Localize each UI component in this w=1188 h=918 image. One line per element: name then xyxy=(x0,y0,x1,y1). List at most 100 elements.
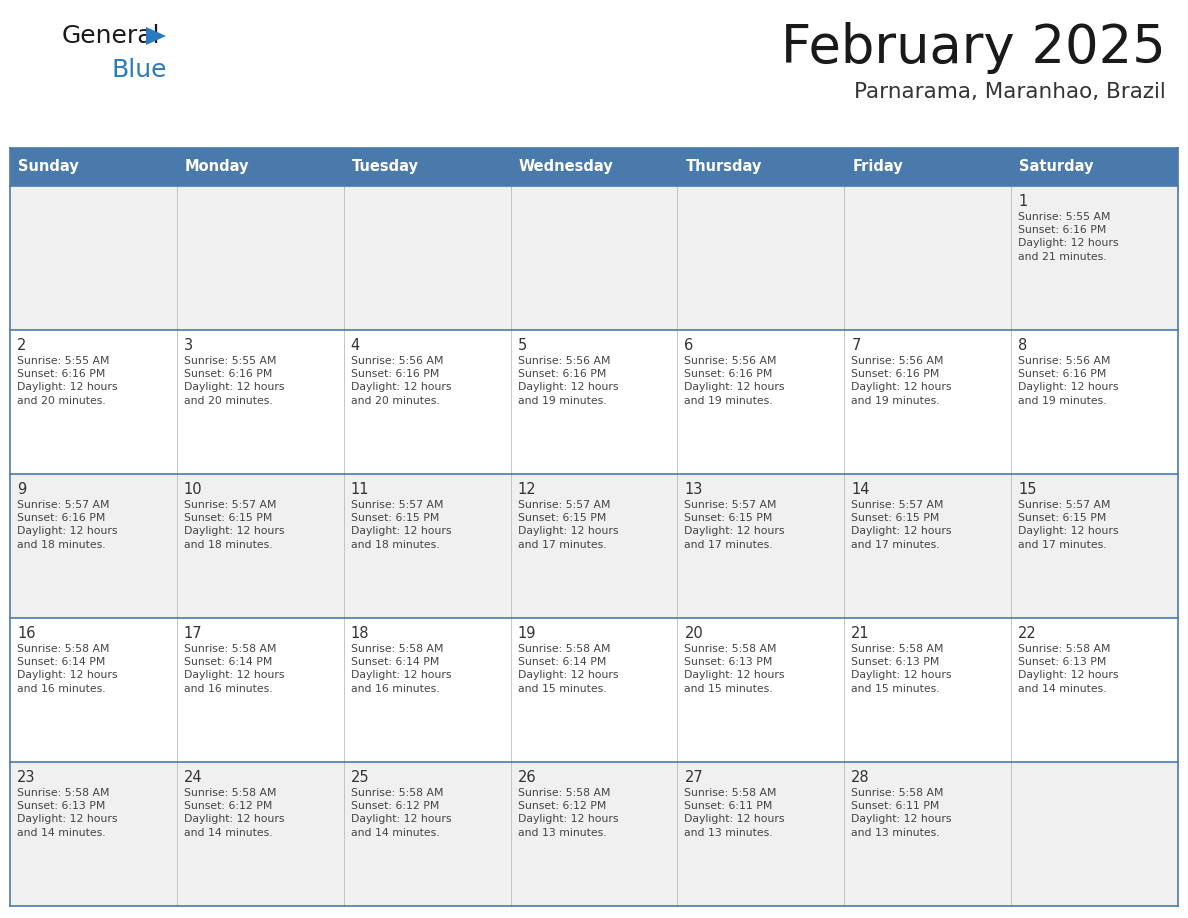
Text: Sunrise: 5:56 AM
Sunset: 6:16 PM
Daylight: 12 hours
and 19 minutes.: Sunrise: 5:56 AM Sunset: 6:16 PM Dayligh… xyxy=(684,356,785,406)
Text: Sunrise: 5:58 AM
Sunset: 6:12 PM
Daylight: 12 hours
and 13 minutes.: Sunrise: 5:58 AM Sunset: 6:12 PM Dayligh… xyxy=(518,788,618,837)
Bar xyxy=(343,330,511,474)
Text: Sunrise: 5:57 AM
Sunset: 6:16 PM
Daylight: 12 hours
and 18 minutes.: Sunrise: 5:57 AM Sunset: 6:16 PM Dayligh… xyxy=(17,500,118,550)
Text: 19: 19 xyxy=(518,626,536,641)
Text: Sunrise: 5:57 AM
Sunset: 6:15 PM
Daylight: 12 hours
and 18 minutes.: Sunrise: 5:57 AM Sunset: 6:15 PM Dayligh… xyxy=(184,500,284,550)
Text: Sunrise: 5:58 AM
Sunset: 6:14 PM
Daylight: 12 hours
and 16 minutes.: Sunrise: 5:58 AM Sunset: 6:14 PM Dayligh… xyxy=(350,644,451,694)
Bar xyxy=(677,330,845,474)
Bar xyxy=(511,474,677,618)
Bar xyxy=(10,762,177,906)
Text: Sunrise: 5:58 AM
Sunset: 6:13 PM
Daylight: 12 hours
and 14 minutes.: Sunrise: 5:58 AM Sunset: 6:13 PM Dayligh… xyxy=(1018,644,1119,694)
Text: Tuesday: Tuesday xyxy=(352,160,418,174)
Bar xyxy=(677,186,845,330)
Text: Saturday: Saturday xyxy=(1019,160,1094,174)
Text: 1: 1 xyxy=(1018,194,1028,209)
Bar xyxy=(677,148,845,186)
Text: Sunrise: 5:58 AM
Sunset: 6:14 PM
Daylight: 12 hours
and 16 minutes.: Sunrise: 5:58 AM Sunset: 6:14 PM Dayligh… xyxy=(184,644,284,694)
Text: General: General xyxy=(62,24,160,48)
Text: February 2025: February 2025 xyxy=(782,22,1165,74)
Text: Monday: Monday xyxy=(185,160,249,174)
Bar xyxy=(177,330,343,474)
Bar xyxy=(177,186,343,330)
Bar xyxy=(343,186,511,330)
Text: Sunrise: 5:58 AM
Sunset: 6:14 PM
Daylight: 12 hours
and 16 minutes.: Sunrise: 5:58 AM Sunset: 6:14 PM Dayligh… xyxy=(17,644,118,694)
Text: 22: 22 xyxy=(1018,626,1037,641)
Text: 17: 17 xyxy=(184,626,202,641)
Text: 25: 25 xyxy=(350,770,369,785)
Text: Sunrise: 5:55 AM
Sunset: 6:16 PM
Daylight: 12 hours
and 20 minutes.: Sunrise: 5:55 AM Sunset: 6:16 PM Dayligh… xyxy=(17,356,118,406)
Text: Friday: Friday xyxy=(852,160,903,174)
Bar xyxy=(177,148,343,186)
Text: 21: 21 xyxy=(852,626,870,641)
Text: Sunrise: 5:58 AM
Sunset: 6:13 PM
Daylight: 12 hours
and 14 minutes.: Sunrise: 5:58 AM Sunset: 6:13 PM Dayligh… xyxy=(17,788,118,837)
Bar xyxy=(677,618,845,762)
Text: 9: 9 xyxy=(17,482,26,497)
Text: Sunrise: 5:55 AM
Sunset: 6:16 PM
Daylight: 12 hours
and 20 minutes.: Sunrise: 5:55 AM Sunset: 6:16 PM Dayligh… xyxy=(184,356,284,406)
Text: 16: 16 xyxy=(17,626,36,641)
Text: 6: 6 xyxy=(684,338,694,353)
Bar xyxy=(845,762,1011,906)
Text: Sunrise: 5:56 AM
Sunset: 6:16 PM
Daylight: 12 hours
and 19 minutes.: Sunrise: 5:56 AM Sunset: 6:16 PM Dayligh… xyxy=(1018,356,1119,406)
Text: 7: 7 xyxy=(852,338,860,353)
Text: 24: 24 xyxy=(184,770,202,785)
Bar xyxy=(845,148,1011,186)
Bar xyxy=(343,762,511,906)
Polygon shape xyxy=(146,27,166,45)
Text: Sunrise: 5:58 AM
Sunset: 6:12 PM
Daylight: 12 hours
and 14 minutes.: Sunrise: 5:58 AM Sunset: 6:12 PM Dayligh… xyxy=(184,788,284,837)
Text: Sunrise: 5:58 AM
Sunset: 6:11 PM
Daylight: 12 hours
and 13 minutes.: Sunrise: 5:58 AM Sunset: 6:11 PM Dayligh… xyxy=(852,788,952,837)
Bar xyxy=(1011,330,1178,474)
Bar xyxy=(343,474,511,618)
Text: 2: 2 xyxy=(17,338,26,353)
Bar xyxy=(343,618,511,762)
Text: 23: 23 xyxy=(17,770,36,785)
Text: 27: 27 xyxy=(684,770,703,785)
Bar xyxy=(511,186,677,330)
Bar xyxy=(511,762,677,906)
Text: 26: 26 xyxy=(518,770,536,785)
Bar xyxy=(511,148,677,186)
Bar xyxy=(1011,148,1178,186)
Text: 8: 8 xyxy=(1018,338,1028,353)
Bar xyxy=(10,148,177,186)
Bar xyxy=(677,474,845,618)
Text: 12: 12 xyxy=(518,482,536,497)
Bar xyxy=(845,618,1011,762)
Bar xyxy=(845,330,1011,474)
Text: 5: 5 xyxy=(518,338,526,353)
Bar xyxy=(1011,762,1178,906)
Bar xyxy=(511,330,677,474)
Text: Sunrise: 5:55 AM
Sunset: 6:16 PM
Daylight: 12 hours
and 21 minutes.: Sunrise: 5:55 AM Sunset: 6:16 PM Dayligh… xyxy=(1018,212,1119,262)
Text: 13: 13 xyxy=(684,482,703,497)
Text: Sunday: Sunday xyxy=(18,160,78,174)
Text: Sunrise: 5:58 AM
Sunset: 6:13 PM
Daylight: 12 hours
and 15 minutes.: Sunrise: 5:58 AM Sunset: 6:13 PM Dayligh… xyxy=(684,644,785,694)
Text: Sunrise: 5:58 AM
Sunset: 6:12 PM
Daylight: 12 hours
and 14 minutes.: Sunrise: 5:58 AM Sunset: 6:12 PM Dayligh… xyxy=(350,788,451,837)
Text: 3: 3 xyxy=(184,338,192,353)
Text: Sunrise: 5:57 AM
Sunset: 6:15 PM
Daylight: 12 hours
and 17 minutes.: Sunrise: 5:57 AM Sunset: 6:15 PM Dayligh… xyxy=(1018,500,1119,550)
Text: Sunrise: 5:58 AM
Sunset: 6:11 PM
Daylight: 12 hours
and 13 minutes.: Sunrise: 5:58 AM Sunset: 6:11 PM Dayligh… xyxy=(684,788,785,837)
Bar xyxy=(10,618,177,762)
Text: Sunrise: 5:57 AM
Sunset: 6:15 PM
Daylight: 12 hours
and 18 minutes.: Sunrise: 5:57 AM Sunset: 6:15 PM Dayligh… xyxy=(350,500,451,550)
Text: 4: 4 xyxy=(350,338,360,353)
Text: Parnarama, Maranhao, Brazil: Parnarama, Maranhao, Brazil xyxy=(854,82,1165,102)
Bar xyxy=(10,474,177,618)
Bar xyxy=(177,618,343,762)
Text: 15: 15 xyxy=(1018,482,1037,497)
Bar xyxy=(845,474,1011,618)
Text: Sunrise: 5:56 AM
Sunset: 6:16 PM
Daylight: 12 hours
and 20 minutes.: Sunrise: 5:56 AM Sunset: 6:16 PM Dayligh… xyxy=(350,356,451,406)
Text: Sunrise: 5:58 AM
Sunset: 6:13 PM
Daylight: 12 hours
and 15 minutes.: Sunrise: 5:58 AM Sunset: 6:13 PM Dayligh… xyxy=(852,644,952,694)
Text: Sunrise: 5:58 AM
Sunset: 6:14 PM
Daylight: 12 hours
and 15 minutes.: Sunrise: 5:58 AM Sunset: 6:14 PM Dayligh… xyxy=(518,644,618,694)
Bar xyxy=(10,186,177,330)
Text: 20: 20 xyxy=(684,626,703,641)
Text: Sunrise: 5:56 AM
Sunset: 6:16 PM
Daylight: 12 hours
and 19 minutes.: Sunrise: 5:56 AM Sunset: 6:16 PM Dayligh… xyxy=(518,356,618,406)
Text: Sunrise: 5:57 AM
Sunset: 6:15 PM
Daylight: 12 hours
and 17 minutes.: Sunrise: 5:57 AM Sunset: 6:15 PM Dayligh… xyxy=(518,500,618,550)
Bar xyxy=(343,148,511,186)
Text: Sunrise: 5:56 AM
Sunset: 6:16 PM
Daylight: 12 hours
and 19 minutes.: Sunrise: 5:56 AM Sunset: 6:16 PM Dayligh… xyxy=(852,356,952,406)
Text: Blue: Blue xyxy=(112,58,168,82)
Bar xyxy=(1011,618,1178,762)
Text: 11: 11 xyxy=(350,482,369,497)
Text: 18: 18 xyxy=(350,626,369,641)
Text: 14: 14 xyxy=(852,482,870,497)
Text: Wednesday: Wednesday xyxy=(519,160,613,174)
Bar xyxy=(1011,474,1178,618)
Bar xyxy=(845,186,1011,330)
Text: Thursday: Thursday xyxy=(685,160,762,174)
